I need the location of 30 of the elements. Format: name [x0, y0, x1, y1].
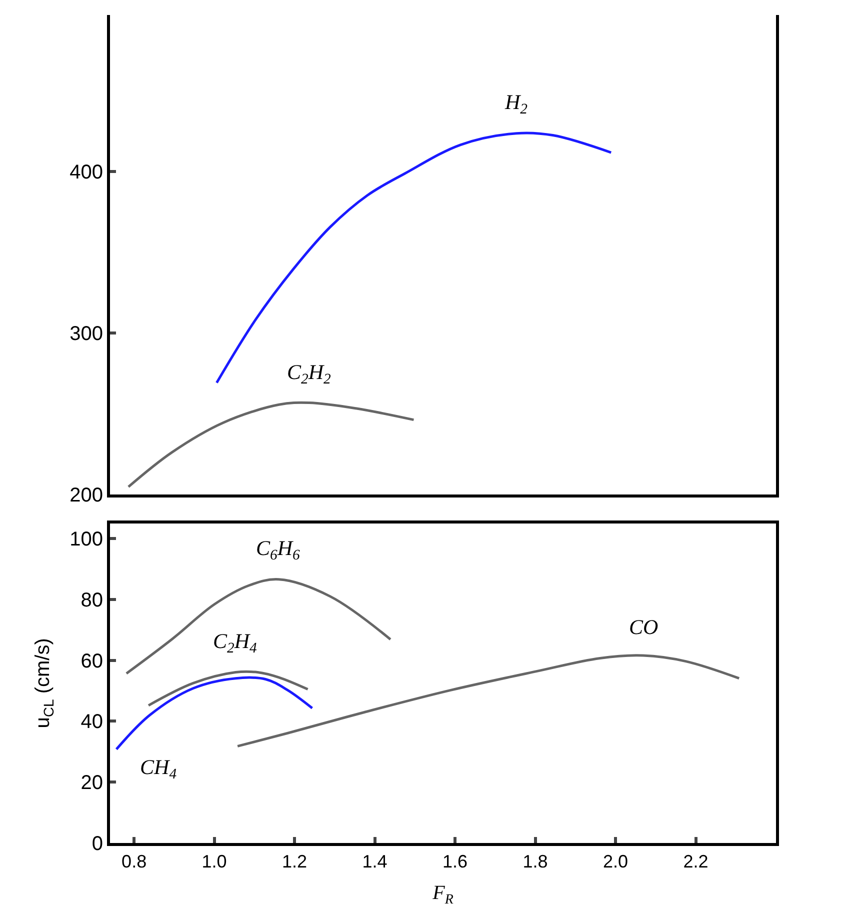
- y-tick-label: 200: [70, 484, 103, 506]
- series-label: C$_{2}$H$_{2}$: [287, 360, 332, 388]
- x-axis-title: F$_{R}$: [432, 882, 454, 908]
- y-tick-label: 80: [80, 589, 103, 612]
- y-tick-label: 300: [70, 322, 103, 345]
- line-series: [115, 676, 314, 750]
- y-tick-label: 60: [80, 650, 103, 672]
- y-tick-label: 100: [70, 528, 103, 551]
- line-series: [147, 670, 310, 707]
- series-label: C$_{6}$H$_{6}$: [256, 536, 301, 564]
- x-tick-label: 1.8: [522, 852, 548, 872]
- x-tick-label: 1.6: [442, 852, 468, 872]
- y-tick-label: 40: [80, 711, 103, 734]
- y-tick-label: 400: [70, 162, 103, 184]
- line-series: [236, 654, 740, 748]
- x-tick-label: 0.8: [122, 852, 147, 872]
- line-series: [215, 132, 612, 384]
- y-tick-label: 0: [92, 833, 103, 855]
- x-tick-label: 1.2: [282, 852, 308, 872]
- series-label: C$_{2}$H$_{4}$: [213, 629, 258, 656]
- y-tick-label: 20: [80, 772, 103, 794]
- x-tick-label: 1.0: [202, 852, 227, 872]
- x-tick-label: 2.2: [683, 852, 708, 872]
- series-label: CO: [629, 615, 658, 639]
- series-label: CH$_{4}$: [140, 755, 178, 782]
- line-series: [125, 578, 392, 675]
- x-tick-label: 2.0: [603, 852, 628, 872]
- series-label: H$_{2}$: [504, 90, 528, 118]
- x-tick-label: 1.4: [362, 852, 388, 872]
- line-series: [127, 401, 415, 488]
